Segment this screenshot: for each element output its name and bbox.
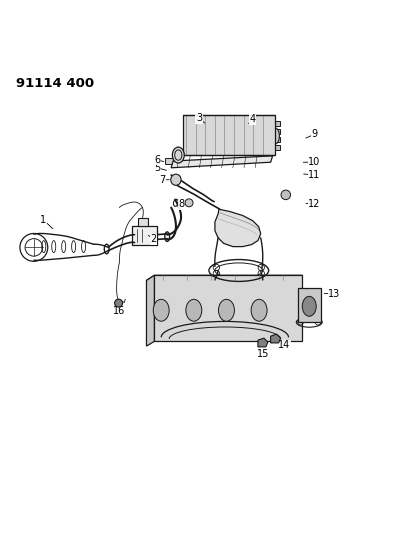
Polygon shape [146, 275, 302, 280]
FancyBboxPatch shape [132, 225, 157, 245]
Ellipse shape [186, 300, 202, 321]
Ellipse shape [251, 300, 267, 321]
Ellipse shape [171, 174, 181, 185]
Text: 2: 2 [150, 235, 156, 245]
Text: 91114 400: 91114 400 [16, 77, 94, 91]
Text: 7: 7 [159, 175, 166, 185]
Ellipse shape [271, 128, 279, 144]
FancyBboxPatch shape [138, 219, 148, 225]
Text: 11: 11 [308, 170, 320, 180]
Text: 5: 5 [154, 163, 160, 173]
FancyBboxPatch shape [165, 158, 173, 164]
Polygon shape [271, 334, 281, 343]
FancyBboxPatch shape [273, 145, 280, 150]
Text: 13: 13 [328, 288, 340, 298]
Text: 3: 3 [196, 114, 202, 124]
Text: 9: 9 [311, 130, 318, 139]
Polygon shape [171, 156, 273, 168]
Circle shape [115, 299, 123, 307]
FancyBboxPatch shape [273, 121, 280, 126]
Polygon shape [215, 209, 261, 247]
Ellipse shape [153, 300, 169, 321]
Polygon shape [154, 275, 302, 341]
Text: 10: 10 [308, 157, 320, 167]
Text: 12: 12 [308, 199, 321, 208]
Circle shape [185, 199, 193, 207]
Ellipse shape [219, 300, 234, 321]
Polygon shape [258, 338, 268, 347]
FancyBboxPatch shape [183, 115, 275, 155]
Ellipse shape [255, 304, 263, 317]
Ellipse shape [172, 147, 184, 163]
Text: 8: 8 [178, 199, 184, 209]
FancyBboxPatch shape [273, 137, 280, 142]
Ellipse shape [302, 296, 316, 316]
Text: 6: 6 [154, 155, 160, 165]
Ellipse shape [189, 304, 198, 317]
Text: 16: 16 [113, 306, 125, 316]
FancyBboxPatch shape [273, 129, 280, 134]
Circle shape [281, 190, 291, 200]
Text: 14: 14 [279, 340, 291, 350]
Text: 4: 4 [250, 114, 256, 124]
FancyBboxPatch shape [298, 288, 321, 322]
Ellipse shape [157, 304, 166, 317]
Ellipse shape [222, 304, 231, 317]
Text: 15: 15 [256, 349, 269, 359]
Text: 1: 1 [40, 215, 46, 224]
Polygon shape [146, 275, 154, 346]
